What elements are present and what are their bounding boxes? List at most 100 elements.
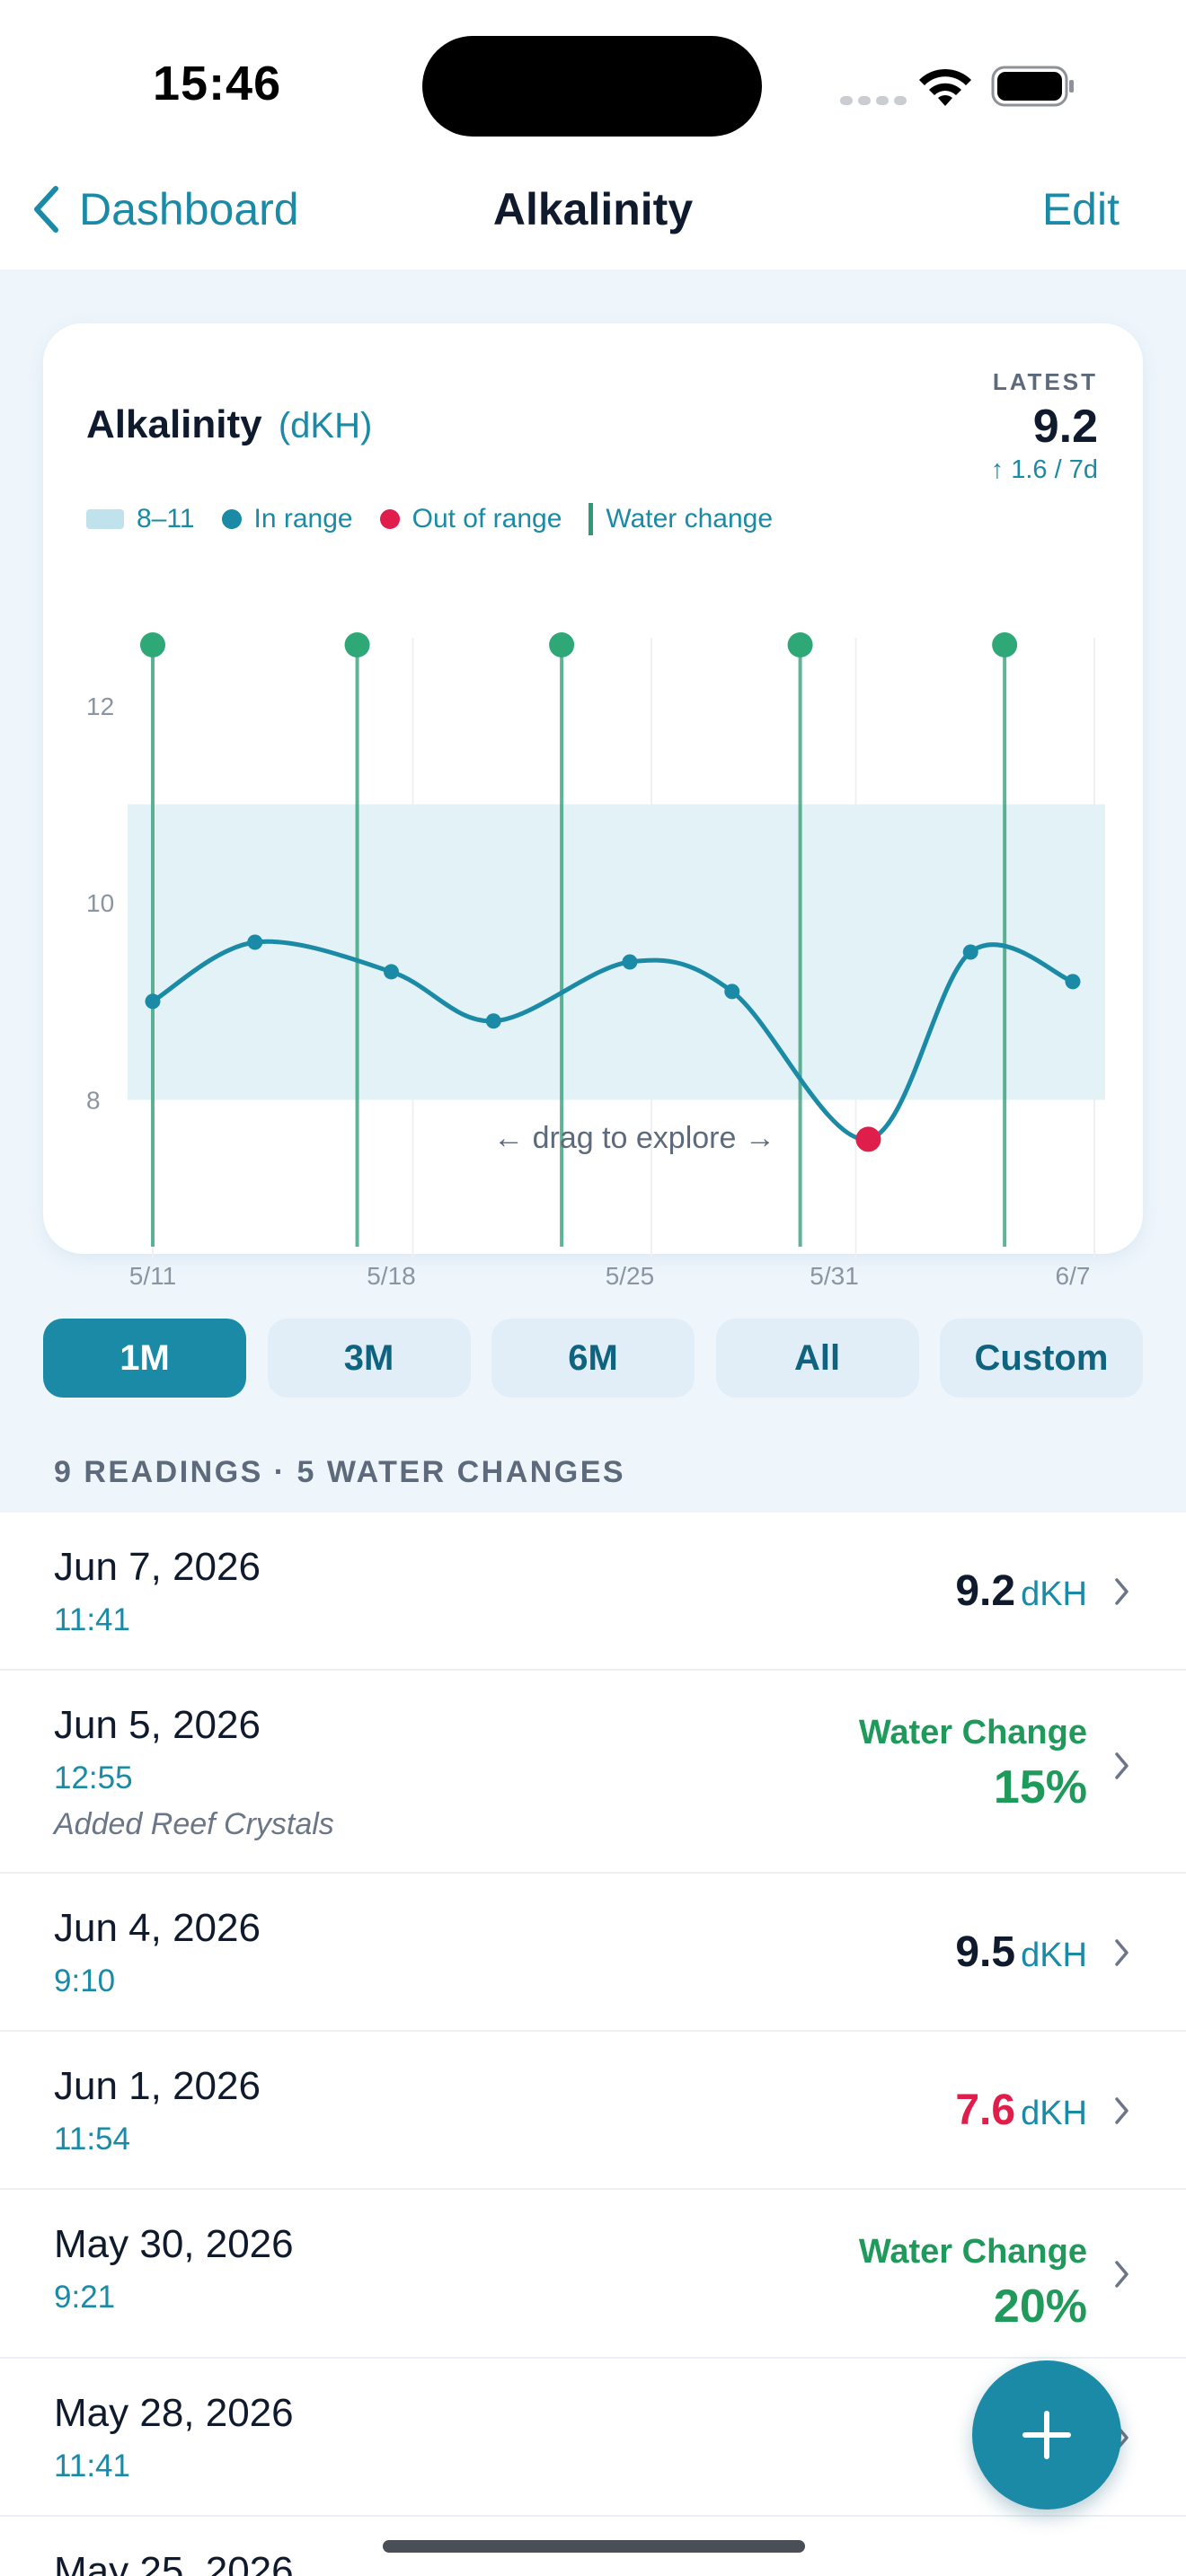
chevron-left-icon [34, 186, 58, 233]
segment-label: 6M [568, 1337, 618, 1378]
data-point [145, 993, 161, 1010]
latest-delta: ↑ 1.6 / 7d [990, 455, 1098, 484]
legend-water-change-label: Water change [606, 504, 774, 534]
data-point [622, 954, 638, 970]
reading-number: 9.5 [955, 1928, 1016, 1976]
legend-water-change-bar [589, 503, 594, 535]
chart-card: Alkalinity (dKH) LATEST 9.2 ↑ 1.6 / 7d 8… [43, 323, 1143, 1290]
x-tick-label: 5/11 [129, 1262, 176, 1290]
reading-number: 7.6 [955, 2086, 1016, 2134]
row-date: Jun 5, 2026 [54, 1703, 261, 1747]
reading-row[interactable]: Jun 7, 2026 11:41 9.2 dKH [0, 1513, 1186, 1671]
readings-summary: 9 READINGS · 5 WATER CHANGES [54, 1455, 626, 1489]
segment-6m[interactable]: 6M [491, 1319, 695, 1398]
x-tick-label: 5/25 [606, 1262, 655, 1290]
target-range-band [128, 804, 1105, 1100]
x-tick-label: 5/31 [810, 1262, 859, 1290]
back-button[interactable]: Dashboard [32, 183, 299, 235]
reading-row[interactable]: Jun 1, 2026 11:54 7.6 dKH [0, 2032, 1186, 2190]
reading-row[interactable]: Jun 4, 2026 9:10 9.5 dKH [0, 1874, 1186, 2032]
water-change-marker [992, 632, 1018, 657]
cellular-signal-icon [840, 93, 912, 110]
data-point [247, 934, 263, 950]
back-label: Dashboard [79, 184, 299, 234]
water-change-marker [344, 632, 370, 657]
legend-range: 8–11 [86, 504, 195, 534]
chart-legend: 8–11 In range Out of range Water change [86, 503, 800, 535]
segment-all[interactable]: All [715, 1319, 919, 1398]
segment-label: 3M [343, 1337, 394, 1378]
row-date: Jun 1, 2026 [54, 2064, 261, 2108]
row-time: 11:41 [54, 1602, 130, 1637]
data-point [962, 944, 978, 960]
dynamic-island [422, 36, 762, 137]
row-time: 9:10 [54, 1963, 116, 1998]
row-time: 12:55 [54, 1760, 133, 1795]
time-range-selector: 1M 3M 6M All Custom [43, 1319, 1143, 1398]
navigation-bar: Dashboard Alkalinity Edit [0, 171, 1186, 269]
legend-in-range-label: In range [253, 504, 353, 534]
row-date: Jun 4, 2026 [54, 1906, 261, 1950]
latest-value: 9.2 [1032, 401, 1098, 453]
segment-1m[interactable]: 1M [43, 1319, 246, 1398]
row-date: May 28, 2026 [54, 2391, 294, 2435]
data-point [1065, 974, 1081, 990]
legend-water-change: Water change [589, 503, 773, 535]
x-tick-label: 6/7 [1056, 1262, 1091, 1290]
edit-button[interactable]: Edit [1041, 184, 1120, 234]
legend-in-range-dot [221, 509, 242, 529]
card-title-text: Alkalinity [86, 402, 262, 446]
segment-label: All [793, 1337, 841, 1378]
reading-value: 9.2 dKH [955, 1566, 1087, 1616]
y-tick-label: 10 [86, 889, 114, 917]
legend-out-of-range-label: Out of range [412, 504, 562, 534]
row-time: 11:54 [54, 2122, 130, 2157]
data-point [383, 964, 399, 980]
segment-3m[interactable]: 3M [267, 1319, 471, 1398]
data-point [485, 1013, 501, 1029]
latest-summary: LATEST 9.2 ↑ 1.6 / 7d [991, 368, 1098, 485]
water-change-marker [549, 632, 575, 657]
legend-out-of-range: Out of range [379, 504, 562, 534]
segment-label: Custom [974, 1337, 1109, 1378]
series-line [151, 939, 1074, 1142]
chevron-right-icon [1115, 1752, 1128, 1779]
water-change-row[interactable]: Jun 5, 2026 12:55 Added Reef Crystals Water… [0, 1671, 1186, 1874]
latest-label: LATEST [992, 368, 1098, 395]
reading-unit: dKH [1021, 1936, 1087, 1974]
legend-range-label: 8–11 [137, 504, 195, 534]
segment-label: 1M [119, 1337, 170, 1378]
water-change-percent: 20% [993, 2280, 1087, 2333]
water-change-row[interactable]: May 30, 2026 9:21 Water Change 20% [0, 2190, 1186, 2359]
reading-value: 9.5 dKH [955, 1928, 1087, 1977]
chevron-right-icon [1115, 2261, 1128, 2288]
card-title-unit: (dKH) [278, 406, 373, 446]
legend-in-range: In range [221, 504, 353, 534]
battery-icon [991, 66, 1074, 107]
reading-row[interactable]: May 25, 2026 [0, 2517, 1186, 2576]
legend-out-of-range-dot [379, 509, 400, 529]
data-point-out-of-range [855, 1126, 881, 1152]
add-reading-button[interactable] [972, 2360, 1121, 2510]
y-tick-label: 8 [86, 1087, 101, 1115]
alkalinity-chart[interactable]: 12 10 8 5/11 5/18 5/25 5/31 6/7 ← drag to expl… [86, 632, 1111, 1290]
water-change-percent: 15% [993, 1761, 1087, 1813]
x-tick-label: 5/18 [367, 1262, 416, 1290]
chevron-right-icon [1115, 2097, 1128, 2124]
drag-hint: ← drag to explore → [493, 1121, 775, 1155]
home-indicator [383, 2540, 805, 2553]
reading-number: 9.2 [955, 1567, 1016, 1615]
water-change-label: Water Change [858, 1714, 1087, 1751]
water-change-marker [140, 632, 165, 657]
segment-custom[interactable]: Custom [940, 1319, 1143, 1398]
row-time: 9:21 [54, 2280, 116, 2315]
data-point [724, 984, 740, 1000]
water-change-marker [787, 632, 813, 657]
row-date: May 30, 2026 [54, 2222, 294, 2266]
chevron-right-icon [1115, 1939, 1128, 1966]
card-title: Alkalinity (dKH) [86, 402, 372, 447]
row-note: Added Reef Crystals [54, 1807, 334, 1841]
row-time: 11:41 [54, 2448, 130, 2483]
legend-range-swatch [86, 509, 124, 529]
